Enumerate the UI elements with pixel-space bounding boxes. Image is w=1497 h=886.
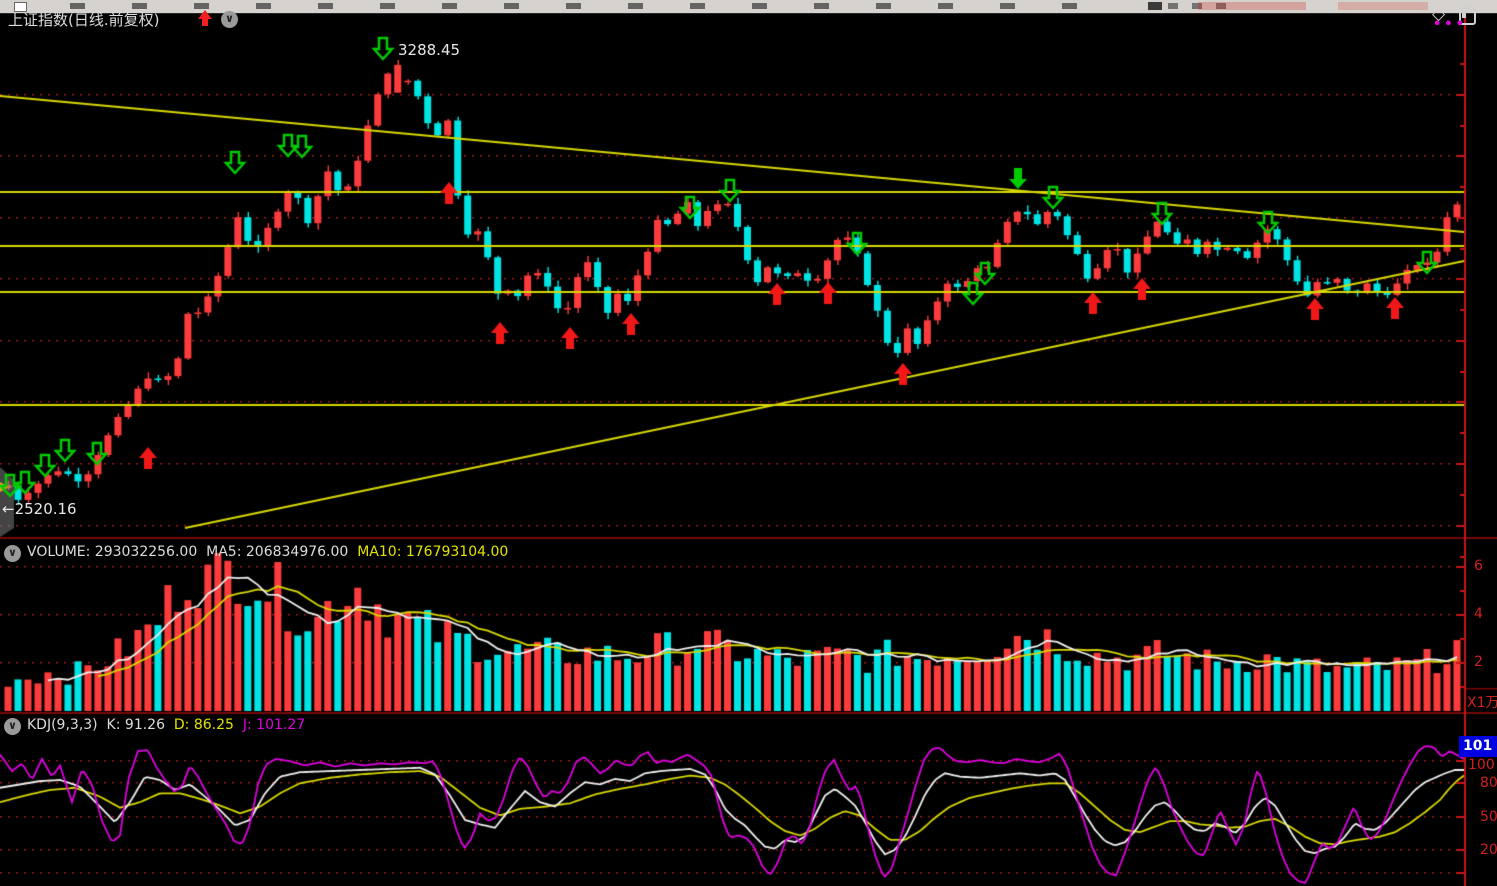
diamond-icon[interactable]: ◇ (1432, 4, 1446, 24)
vol-axis-2: 2 (1474, 654, 1483, 670)
vol-axis-4: 4 (1474, 606, 1483, 622)
collapse-volume-chevron-icon[interactable]: ∨ (4, 545, 21, 562)
up-arrow-icon (198, 10, 212, 26)
kdj-name: KDJ(9,3,3) (27, 717, 98, 733)
volume-label: VOLUME: 293032256.00 MA5: 206834976.00 M… (27, 544, 509, 560)
j-value: 101.27 (256, 717, 306, 733)
d-value: 86.25 (193, 717, 234, 733)
chart-title: 上证指数(日线.前复权) (8, 11, 160, 29)
kdj-label: KDJ(9,3,3) K: 91.26 D: 86.25 J: 101.27 (27, 717, 305, 733)
ma5-value: 206834976.00 (245, 544, 349, 560)
k-label: K: (106, 717, 121, 733)
collapse-kdj-chevron-icon[interactable]: ∨ (4, 718, 21, 735)
peak-price-label: 3288.45 (398, 41, 461, 59)
kdj-axis-20: 20 (1480, 842, 1497, 858)
ma10-label: MA10: (357, 544, 402, 560)
kdj-axis-100: 100 (1468, 757, 1495, 773)
j-value-badge: 101 (1459, 736, 1497, 757)
kdj-axis-80: 80 (1480, 775, 1497, 791)
kdj-axis-50: 50 (1480, 809, 1497, 825)
window-icon[interactable] (1459, 7, 1476, 25)
ma10-value: 176793104.00 (405, 544, 509, 560)
d-label: D: (173, 717, 190, 733)
j-label: J: (242, 717, 252, 733)
low-price-label: ←2520.16 (2, 500, 77, 518)
ma5-label: MA5: (206, 544, 242, 560)
volume-value: 293032256.00 (94, 544, 198, 560)
collapse-main-chevron-icon[interactable]: ∨ (221, 11, 238, 28)
more-dots-icon[interactable]: ••• (1433, 17, 1467, 32)
vol-axis-6: 6 (1474, 558, 1483, 574)
vol-unit-label: X1万 (1467, 695, 1497, 711)
k-value: 91.26 (124, 717, 165, 733)
